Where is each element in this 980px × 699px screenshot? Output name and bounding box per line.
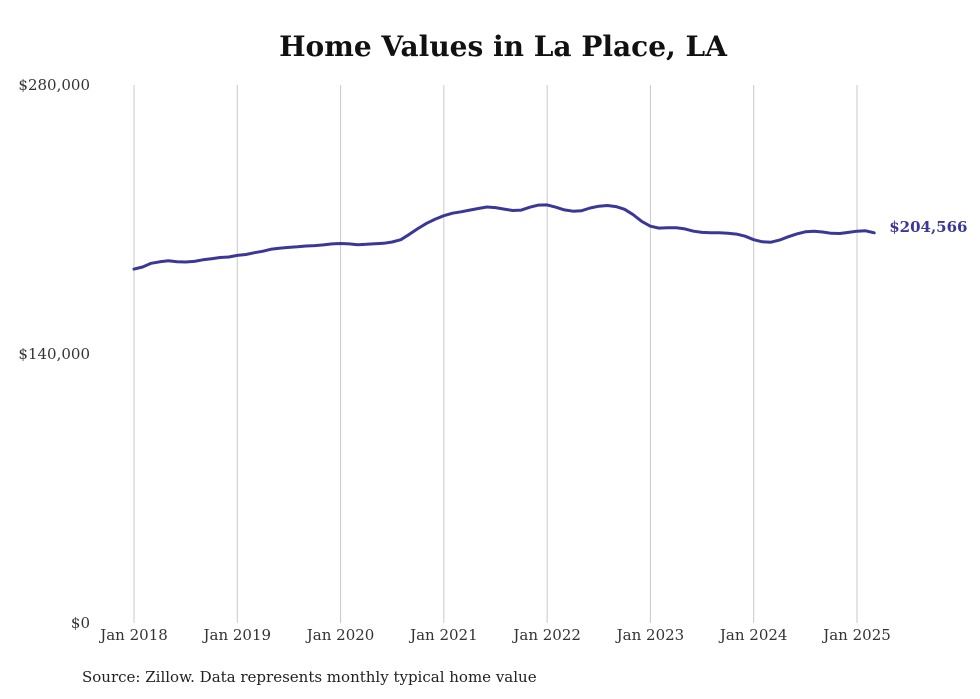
- x-tick-label: Jan 2020: [305, 626, 375, 644]
- x-tick-label: Jan 2019: [202, 626, 272, 644]
- annotation-layer: $204,566: [889, 218, 967, 236]
- end-value-label: $204,566: [889, 218, 967, 236]
- x-tick-label: Jan 2023: [615, 626, 685, 644]
- series-layer: [132, 203, 876, 271]
- y-tick-label: $280,000: [18, 76, 90, 94]
- source-note: Source: Zillow. Data represents monthly …: [82, 668, 537, 686]
- y-tick-label: $140,000: [18, 345, 90, 363]
- grid-lines: [133, 85, 858, 623]
- chart-title: Home Values in La Place, LA: [279, 30, 727, 63]
- series-line: [132, 203, 876, 271]
- x-tick-label: Jan 2024: [718, 626, 788, 644]
- y-tick-label: $0: [71, 614, 90, 632]
- line-chart: Jan 2018 Jan 2019 Jan 2020 Jan 2021 Jan 2022…: [18, 76, 967, 644]
- x-tick-label: Jan 2018: [98, 626, 168, 644]
- x-tick-label: Jan 2021: [408, 626, 478, 644]
- x-tick-label: Jan 2022: [511, 626, 581, 644]
- x-tick-label: Jan 2025: [821, 626, 891, 644]
- axis-labels: Jan 2018 Jan 2019 Jan 2020 Jan 2021 Jan 2022…: [18, 76, 890, 644]
